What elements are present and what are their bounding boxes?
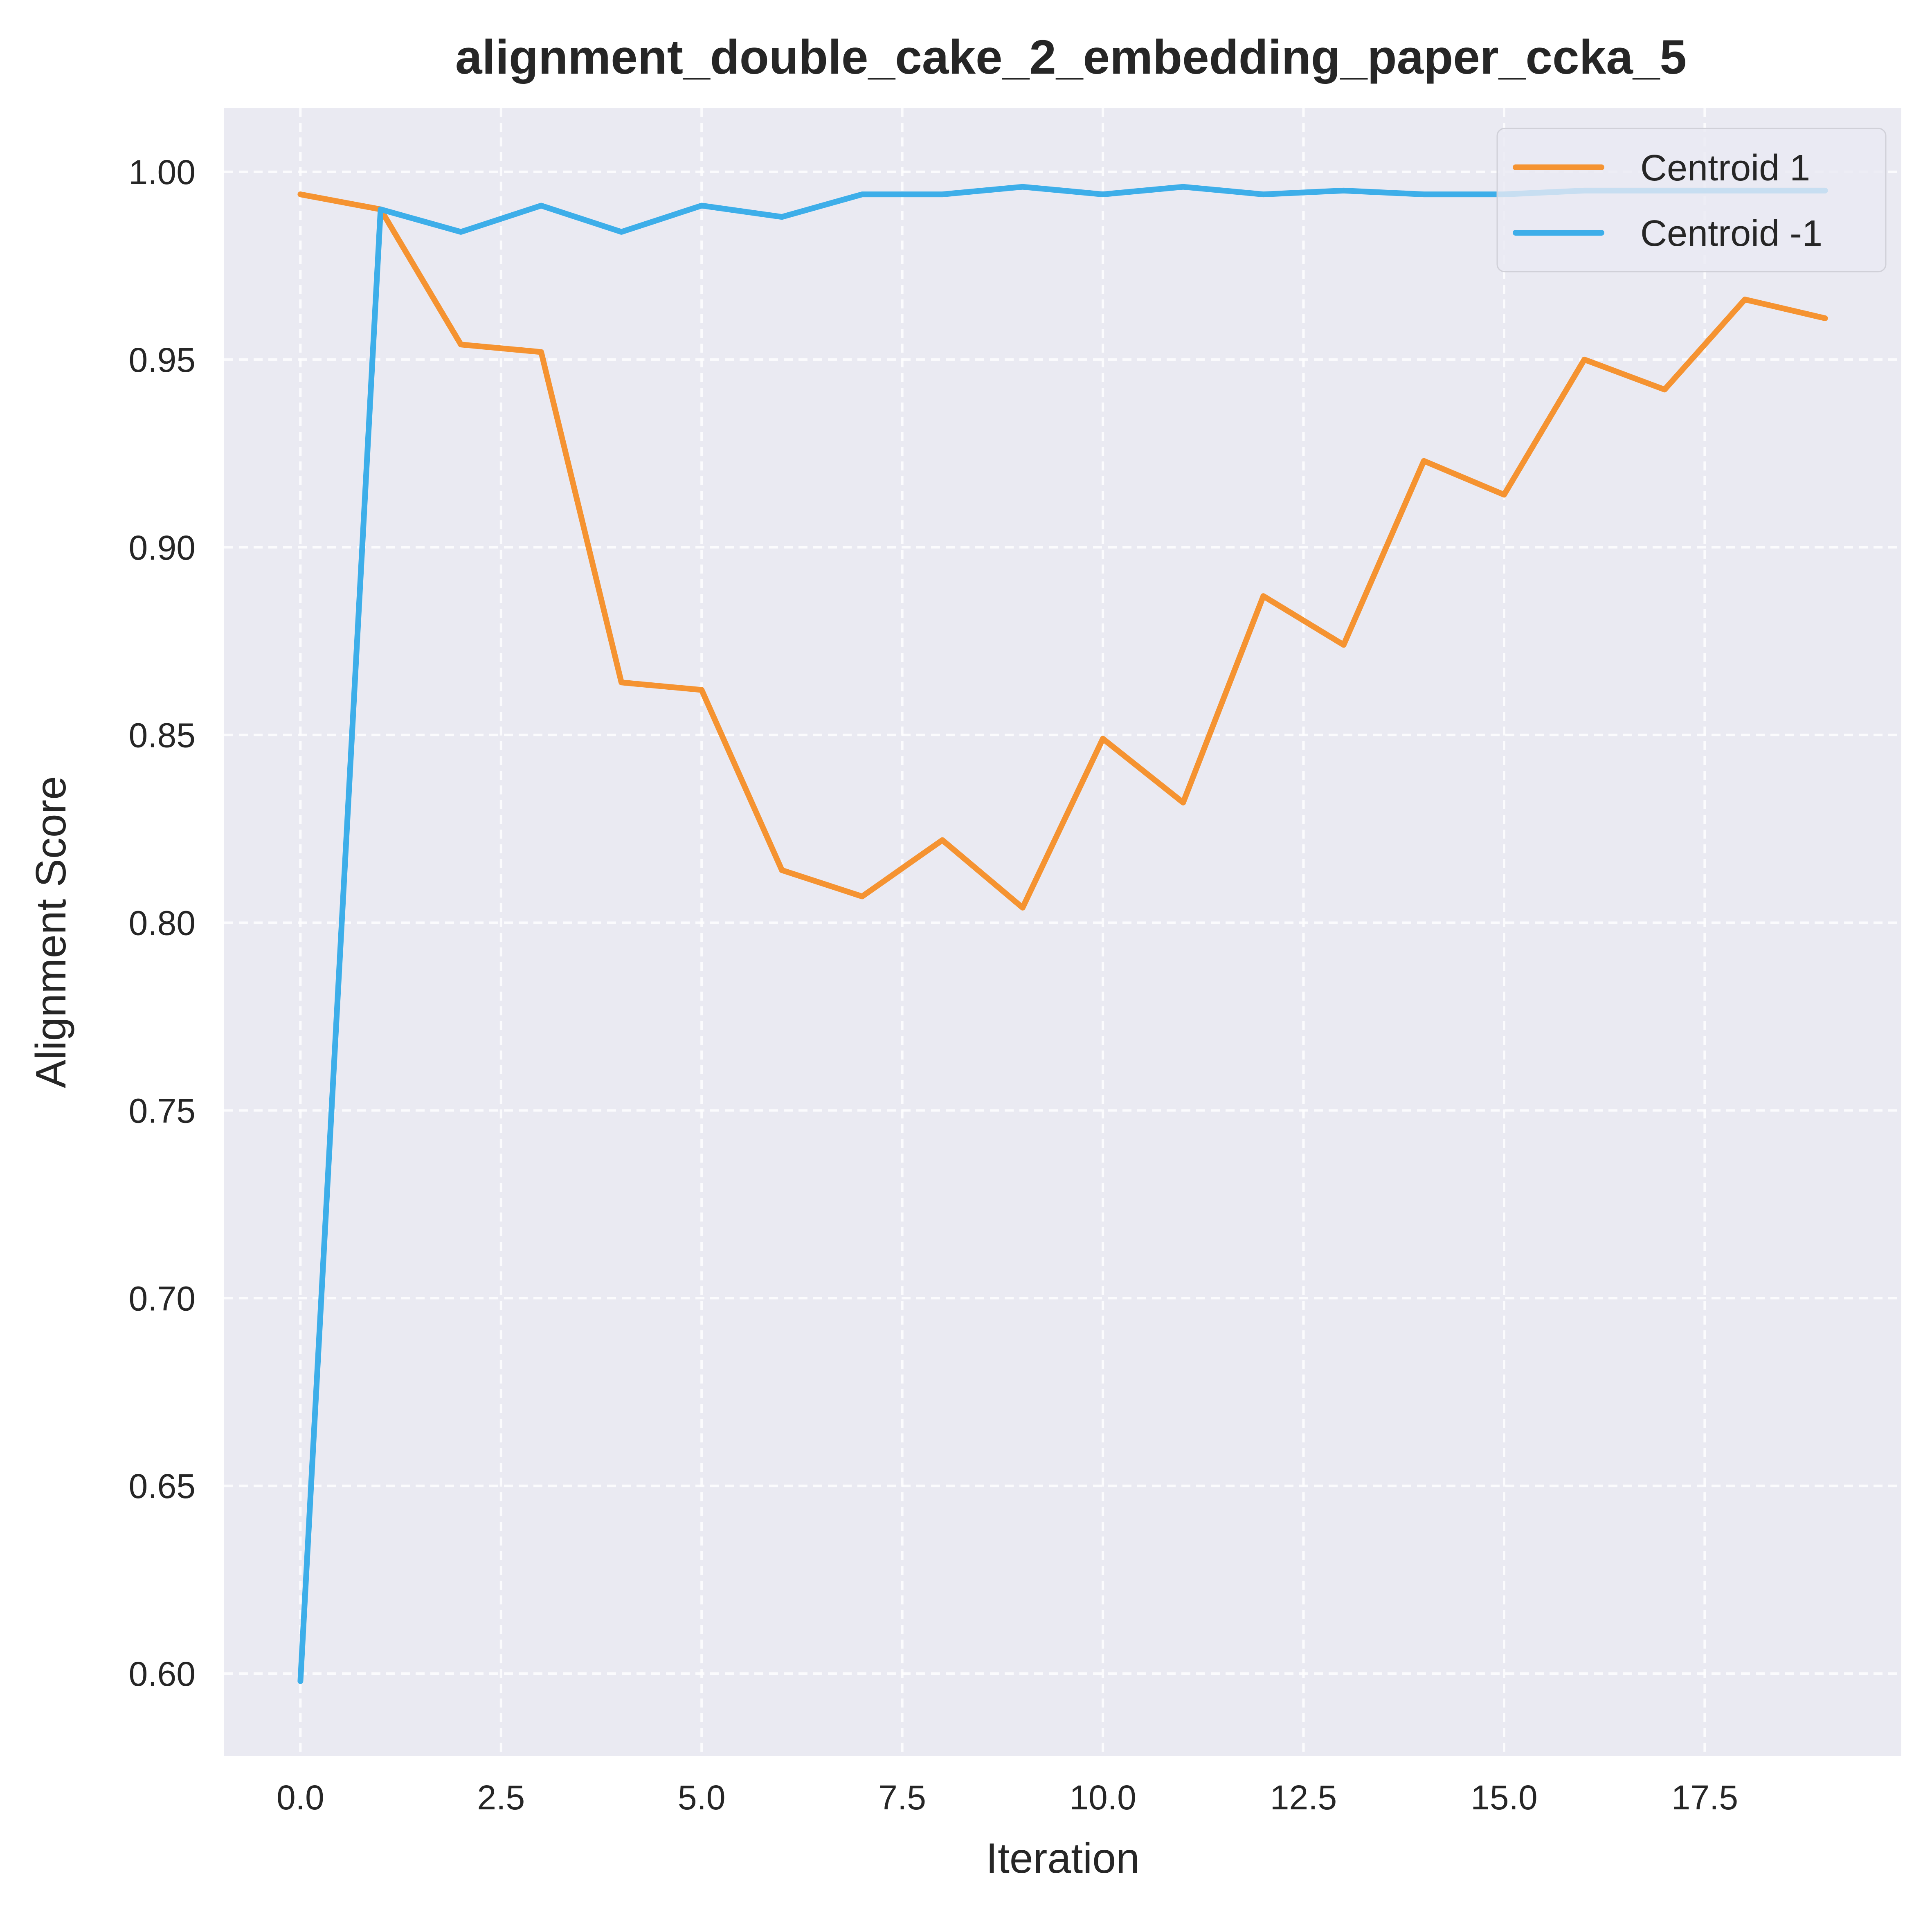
x-axis-label: Iteration [986, 1835, 1140, 1882]
grid [224, 108, 1901, 1756]
x-tick-label: 7.5 [878, 1778, 926, 1817]
y-axis-ticks: 0.60 0.65 0.70 0.75 0.80 0.85 0.90 0.95 1.00 [129, 153, 196, 1693]
legend-box [1496, 128, 1887, 272]
chart-title: alignment_double_cake_2_embedding_paper_… [455, 30, 1687, 84]
y-tick-label: 0.60 [129, 1655, 196, 1693]
legend: Centroid 1 Centroid -1 [1496, 128, 1887, 272]
y-tick-label: 1.00 [129, 153, 196, 191]
x-tick-label: 10.0 [1069, 1778, 1136, 1817]
series-line-0 [297, 191, 1828, 911]
y-tick-label: 0.95 [129, 341, 196, 379]
y-tick-label: 0.90 [129, 529, 196, 567]
x-tick-label: 12.5 [1270, 1778, 1337, 1817]
y-tick-label: 0.70 [129, 1279, 196, 1318]
plot-area [224, 108, 1901, 1756]
x-tick-label: 15.0 [1471, 1778, 1538, 1817]
x-axis-ticks: 0.0 2.5 5.0 7.5 10.0 12.5 15.0 17.5 [277, 1778, 1738, 1817]
y-tick-label: 0.80 [129, 904, 196, 943]
y-tick-label: 0.75 [129, 1091, 196, 1130]
x-tick-label: 17.5 [1671, 1778, 1739, 1817]
legend-label: Centroid 1 [1640, 148, 1810, 189]
legend-label: Centroid -1 [1640, 213, 1822, 254]
y-tick-label: 0.85 [129, 716, 196, 755]
x-tick-label: 0.0 [277, 1778, 324, 1817]
y-tick-label: 0.65 [129, 1467, 196, 1505]
y-axis-label: Alignment Score [27, 776, 75, 1088]
x-tick-label: 2.5 [477, 1778, 525, 1817]
x-tick-label: 5.0 [678, 1778, 726, 1817]
